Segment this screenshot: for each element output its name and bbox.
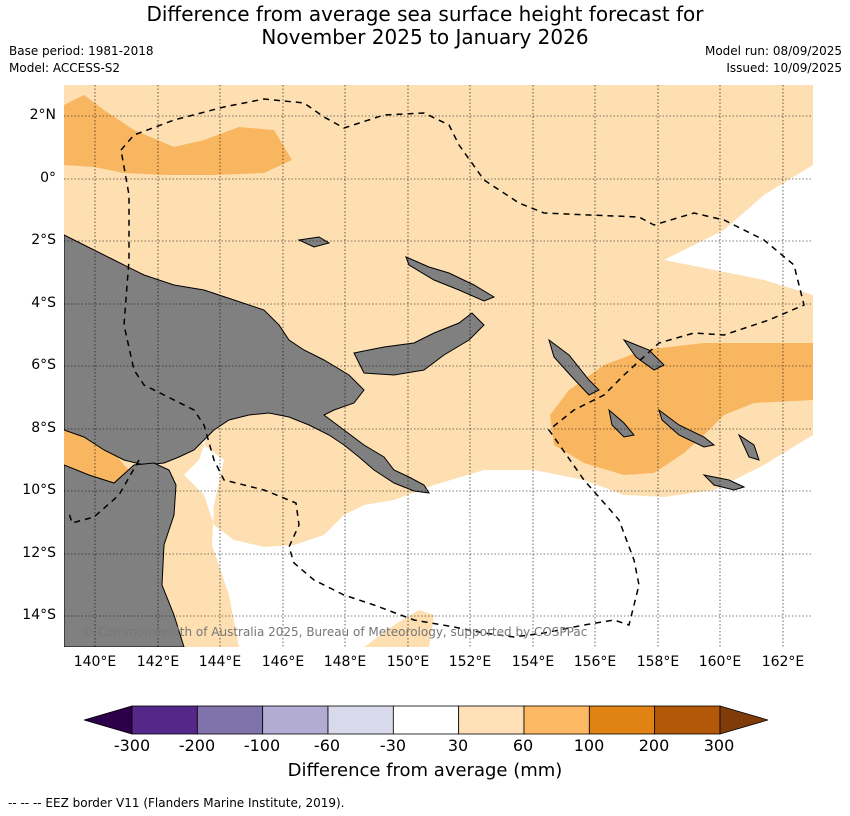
colorbar-tick: 30	[447, 736, 469, 755]
lon-label: 150°E	[386, 654, 430, 670]
chart-title: Difference from average sea surface heig…	[0, 3, 850, 49]
colorbar-segment	[327, 705, 394, 735]
colorbar-segment	[523, 705, 590, 735]
map-svg	[64, 85, 813, 647]
lon-label: 142°E	[136, 654, 180, 670]
footnote: -- -- -- EEZ border V11 (Flanders Marine…	[8, 796, 345, 810]
colorbar-extend-high	[719, 705, 768, 735]
eez-border-west	[68, 459, 140, 524]
new-ireland-land	[405, 256, 496, 302]
colorbar-tick: -300	[113, 736, 151, 755]
colorbar-tick: 100	[573, 736, 605, 755]
meta-left: Base period: 1981-2018 Model: ACCESS-S2	[9, 43, 154, 77]
lon-label: 146°E	[261, 654, 305, 670]
colorbar-extend-low	[84, 705, 133, 735]
lat-label: 2°S	[31, 232, 56, 248]
lat-label: 4°S	[31, 295, 56, 311]
lon-label: 154°E	[511, 654, 555, 670]
copyright-text: © Commonwealth of Australia 2025, Bureau…	[82, 625, 588, 639]
colorbar-segment	[262, 705, 329, 735]
title-line-2: November 2025 to January 2026	[261, 25, 589, 49]
lon-label: 144°E	[198, 654, 242, 670]
colorbar-segment	[588, 705, 656, 735]
lon-label: 162°E	[761, 654, 805, 670]
solomon-island-land	[702, 474, 746, 491]
lat-label: 8°S	[31, 420, 56, 436]
colorbar-tick: -30	[379, 736, 407, 755]
colorbar-segment	[654, 705, 721, 735]
ssh-neutral-east	[664, 165, 813, 295]
eez-border-png	[120, 98, 805, 638]
australia-land	[64, 462, 185, 647]
lon-label: 148°E	[323, 654, 367, 670]
colorbar-tick: -60	[313, 736, 341, 755]
lon-label: 158°E	[636, 654, 680, 670]
ssh-positive-solomon	[550, 343, 813, 475]
colorbar-tick: -100	[243, 736, 281, 755]
map-panel: © Commonwealth of Australia 2025, Bureau…	[64, 85, 813, 647]
model-run-text: Model run: 08/09/2025	[704, 44, 842, 58]
colorbar-tick: 300	[703, 736, 735, 755]
lon-label: 152°E	[448, 654, 492, 670]
colorbar-segment	[196, 705, 264, 735]
lon-label: 156°E	[573, 654, 617, 670]
new-britain-land	[353, 312, 485, 376]
colorbar-title: Difference from average (mm)	[287, 760, 563, 781]
colorbar-tick: 200	[638, 736, 670, 755]
lat-label: 6°S	[31, 357, 56, 373]
manus-island-land	[297, 236, 331, 248]
base-period-text: Base period: 1981-2018	[9, 44, 154, 58]
lat-label: 12°S	[22, 545, 56, 561]
colorbar	[84, 705, 768, 735]
ssh-positive-north	[64, 95, 292, 175]
new-guinea-land	[64, 234, 430, 494]
choiseul-land	[622, 338, 665, 371]
lat-label: 2°N	[29, 107, 56, 123]
colorbar-tick: -200	[178, 736, 216, 755]
colorbar-segments	[84, 705, 768, 735]
bougainville-land	[548, 338, 600, 396]
colorbar-segment	[458, 705, 525, 735]
ssh-patch-south	[364, 610, 434, 647]
colorbar-segment	[131, 705, 198, 735]
colorbar-tick: 60	[512, 736, 534, 755]
solomon-island-land	[737, 433, 760, 461]
ssh-neutral-south	[184, 425, 813, 647]
lon-label: 140°E	[73, 654, 117, 670]
issued-text: Issued: 10/09/2025	[726, 61, 842, 75]
colorbar-segment	[392, 705, 460, 735]
meta-right: Model run: 08/09/2025 Issued: 10/09/2025	[705, 43, 842, 77]
lat-label: 14°S	[22, 607, 56, 623]
model-text: Model: ACCESS-S2	[9, 61, 121, 75]
graticule	[64, 85, 813, 647]
guadalcanal-land	[608, 408, 635, 438]
lat-label: 10°S	[22, 482, 56, 498]
lat-label: 0°	[40, 170, 56, 186]
title-line-1: Difference from average sea surface heig…	[146, 2, 704, 26]
lon-label: 160°E	[698, 654, 742, 670]
solomon-island-land	[658, 408, 716, 448]
